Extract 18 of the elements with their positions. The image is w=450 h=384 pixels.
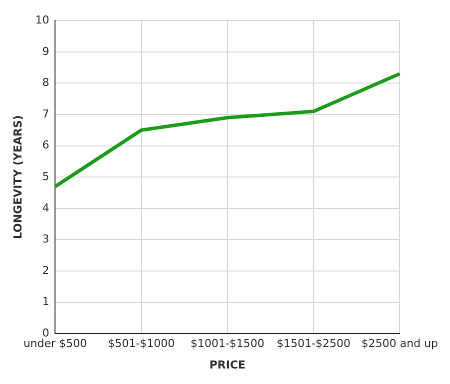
y-tick-label: 8 bbox=[42, 76, 50, 90]
y-tick-label: 2 bbox=[42, 264, 50, 277]
y-axis-title: LONGEVITY (YEARS) bbox=[11, 115, 24, 240]
y-tick-label: 5 bbox=[42, 170, 50, 183]
y-tick-label: 4 bbox=[42, 201, 50, 214]
x-tick-label: $2500 and up bbox=[361, 337, 438, 350]
y-tick-label: 3 bbox=[42, 232, 50, 246]
y-tick-label: 9 bbox=[42, 44, 50, 58]
x-tick-label: $1501-$2500 bbox=[276, 337, 351, 350]
y-tick-label: 0 bbox=[42, 326, 50, 340]
x-tick-label: $501-$1000 bbox=[108, 337, 175, 350]
y-tick-label: 10 bbox=[35, 13, 50, 26]
x-axis-title: PRICE bbox=[209, 358, 246, 372]
y-tick-label: 7 bbox=[42, 107, 50, 120]
x-tick-label: under $500 bbox=[23, 337, 88, 350]
x-tick-label: $1001-$1500 bbox=[190, 337, 264, 350]
y-tick-label: 6 bbox=[42, 138, 50, 152]
y-tick-label: 1 bbox=[42, 295, 50, 308]
